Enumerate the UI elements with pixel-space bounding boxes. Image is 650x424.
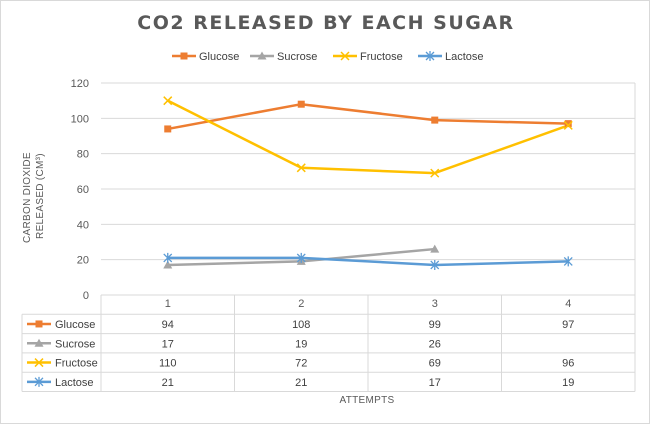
data-point-lactose bbox=[296, 252, 306, 263]
legend-marker-lactose bbox=[425, 51, 435, 61]
x-tick-label: 3 bbox=[432, 298, 438, 310]
data-label: 110 bbox=[159, 358, 177, 370]
x-tick-label: 1 bbox=[165, 298, 171, 310]
table-series-name: Fructose bbox=[55, 358, 98, 370]
series-line-fructose bbox=[167, 99, 569, 175]
data-point-glucose bbox=[297, 100, 305, 108]
data-label: 21 bbox=[162, 377, 174, 389]
data-label: 26 bbox=[429, 338, 441, 350]
series-line-glucose bbox=[167, 102, 569, 131]
table-series-name: Glucose bbox=[55, 319, 95, 331]
data-label: 19 bbox=[562, 377, 574, 389]
legend-marker-glucose bbox=[180, 52, 188, 60]
data-point-lactose bbox=[563, 256, 573, 267]
legend-marker-fructose bbox=[340, 51, 350, 61]
data-point-fructose bbox=[163, 96, 173, 106]
legend-label-glucose: Glucose bbox=[199, 51, 239, 63]
table-series-name: Lactose bbox=[55, 377, 94, 389]
x-axis-title: ATTEMPTS bbox=[340, 395, 395, 406]
legend-marker-sucrose bbox=[257, 51, 267, 60]
y-tick-label: 20 bbox=[77, 255, 89, 267]
data-point-glucose bbox=[164, 125, 172, 133]
legend: Glucose Sucrose Fructose Lactose bbox=[172, 51, 484, 63]
x-tick-label: 4 bbox=[565, 298, 571, 310]
data-point-glucose bbox=[431, 116, 439, 124]
data-label: 97 bbox=[562, 319, 574, 331]
legend-label-fructose: Fructose bbox=[360, 51, 403, 63]
data-point-fructose bbox=[296, 163, 306, 173]
series-lines bbox=[167, 99, 569, 267]
data-label: 99 bbox=[429, 319, 441, 331]
gridlines bbox=[101, 82, 636, 296]
data-label: 19 bbox=[295, 338, 307, 350]
y-tick-label: 80 bbox=[77, 149, 89, 161]
data-point-fructose bbox=[430, 168, 440, 178]
data-label: 17 bbox=[429, 377, 441, 389]
x-tick-label: 2 bbox=[298, 298, 304, 310]
table-key-marker-fructose bbox=[34, 358, 44, 368]
series-line-lactose bbox=[167, 256, 569, 267]
data-point-fructose bbox=[563, 120, 573, 130]
data-point-sucrose bbox=[163, 260, 173, 269]
data-point-sucrose bbox=[430, 244, 440, 253]
data-label: 69 bbox=[429, 358, 441, 370]
y-axis-ticks: 0 20 40 60 80 100 120 bbox=[71, 78, 89, 302]
y-tick-label: 0 bbox=[83, 290, 89, 302]
data-label: 94 bbox=[162, 319, 174, 331]
legend-label-lactose: Lactose bbox=[445, 51, 484, 63]
data-label: 21 bbox=[295, 377, 307, 389]
y-tick-label: 60 bbox=[77, 184, 89, 196]
data-point-glucose bbox=[564, 120, 572, 128]
series-markers bbox=[163, 96, 573, 270]
table-key-marker-glucose bbox=[35, 320, 43, 328]
y-axis-title: CARBON DIOXIDE RELEASED (CM³) bbox=[22, 149, 46, 243]
data-table: Glucose 94 108 99 97 Sucrose 17 19 26 Fructose 110… bbox=[21, 295, 636, 392]
data-point-lactose bbox=[163, 252, 173, 263]
table-series-name: Sucrose bbox=[55, 338, 95, 350]
y-tick-label: 40 bbox=[77, 219, 89, 231]
legend-label-sucrose: Sucrose bbox=[277, 51, 317, 63]
y-tick-label: 100 bbox=[71, 113, 89, 125]
table-key-marker-sucrose bbox=[34, 338, 44, 347]
chart-title: CO2 RELEASED BY EACH SUGAR bbox=[137, 12, 514, 34]
y-tick-label: 120 bbox=[71, 78, 89, 90]
data-label: 108 bbox=[292, 319, 310, 331]
data-point-lactose bbox=[430, 259, 440, 270]
table-key-marker-lactose bbox=[34, 376, 44, 387]
x-axis-ticks: 1 2 3 4 bbox=[165, 298, 572, 310]
data-label: 17 bbox=[162, 338, 174, 350]
data-label: 96 bbox=[562, 358, 574, 370]
data-label: 72 bbox=[295, 358, 307, 370]
